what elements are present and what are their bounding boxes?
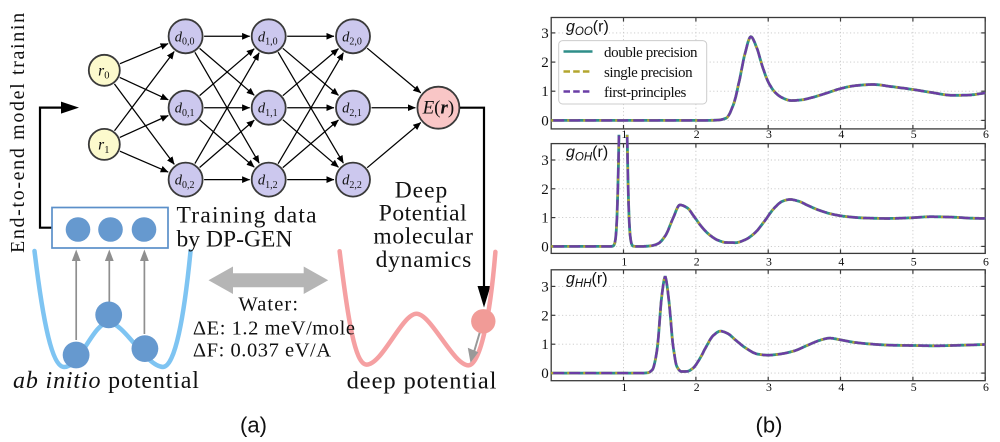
svg-text:3: 3 (766, 380, 772, 394)
svg-text:4: 4 (838, 380, 844, 394)
svg-text:ΔE: 1.2 meV/mole: ΔE: 1.2 meV/mole (193, 317, 356, 339)
svg-text:6: 6 (983, 380, 989, 394)
svg-text:6: 6 (983, 127, 989, 141)
svg-text:1: 1 (541, 337, 549, 353)
svg-text:d1,1: d1,1 (258, 101, 278, 119)
svg-text:5: 5 (911, 380, 917, 394)
svg-text:d2,1: d2,1 (342, 101, 362, 119)
svg-text:ΔF: 0.037 eV/A: ΔF: 0.037 eV/A (193, 340, 332, 362)
svg-text:2: 2 (541, 308, 549, 324)
svg-text:Water:: Water: (238, 294, 299, 316)
svg-text:first-principles: first-principles (604, 85, 686, 101)
svg-text:1: 1 (621, 127, 627, 141)
svg-text:d0,0: d0,0 (175, 29, 195, 47)
svg-text:deep potential: deep potential (347, 368, 498, 395)
svg-text:r1: r1 (98, 136, 109, 155)
svg-text:d1,2: d1,2 (258, 173, 278, 191)
svg-text:(b): (b) (756, 413, 783, 438)
svg-text:r0: r0 (98, 62, 109, 81)
svg-text:gOH(r): gOH(r) (566, 144, 608, 164)
svg-text:1: 1 (621, 254, 627, 268)
svg-text:2: 2 (541, 182, 549, 198)
svg-text:5: 5 (911, 254, 917, 268)
svg-text:d1,0: d1,0 (258, 29, 278, 47)
svg-text:Training data: Training data (177, 202, 318, 228)
svg-text:3: 3 (766, 127, 772, 141)
svg-text:ab initio potential: ab initio potential (13, 368, 200, 394)
svg-text:3: 3 (541, 279, 549, 295)
svg-text:1: 1 (621, 380, 627, 394)
svg-text:d2,0: d2,0 (342, 29, 362, 47)
svg-text:3: 3 (541, 26, 549, 42)
svg-text:2: 2 (694, 380, 700, 394)
svg-text:d2,2: d2,2 (342, 173, 362, 191)
svg-text:molecular: molecular (373, 224, 473, 250)
svg-text:dynamics: dynamics (376, 247, 472, 273)
svg-text:E(r): E(r) (422, 98, 455, 119)
svg-text:0: 0 (541, 113, 549, 129)
svg-text:1: 1 (541, 211, 549, 227)
svg-text:3: 3 (766, 254, 772, 268)
svg-text:2: 2 (694, 127, 700, 141)
svg-text:1: 1 (541, 84, 549, 100)
svg-text:4: 4 (838, 127, 844, 141)
svg-text:2: 2 (694, 254, 700, 268)
svg-text:6: 6 (983, 254, 989, 268)
svg-text:End-to-end model trainin: End-to-end model trainin (7, 11, 29, 253)
svg-text:(a): (a) (240, 413, 267, 438)
svg-text:single precision: single precision (604, 65, 693, 81)
svg-text:5: 5 (911, 127, 917, 141)
svg-text:Deep: Deep (395, 178, 449, 204)
svg-text:gOO(r): gOO(r) (566, 19, 609, 39)
svg-text:gHH(r): gHH(r) (566, 271, 608, 291)
svg-text:2: 2 (541, 55, 549, 71)
svg-text:by DP-GEN: by DP-GEN (177, 226, 293, 252)
svg-text:Potential: Potential (379, 201, 468, 227)
svg-text:0: 0 (541, 239, 549, 255)
svg-text:4: 4 (838, 254, 844, 268)
svg-text:d0,1: d0,1 (175, 101, 195, 119)
svg-text:d0,2: d0,2 (175, 173, 195, 191)
svg-text:0: 0 (541, 366, 549, 382)
svg-text:double precision: double precision (604, 45, 698, 61)
svg-text:3: 3 (541, 153, 549, 169)
